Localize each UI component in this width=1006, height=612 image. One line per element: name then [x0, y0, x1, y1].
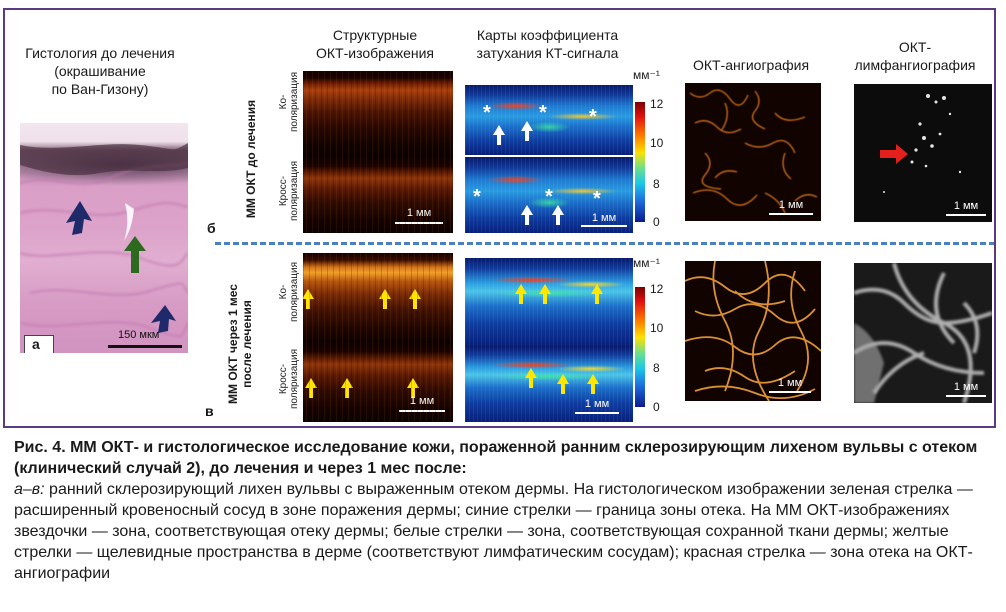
sublabel-co-before: Ко- поляризация	[278, 71, 300, 133]
white-arrows	[521, 205, 564, 225]
sublabel-co-after: Ко- поляризация	[278, 261, 300, 323]
caption-title: Рис. 4. ММ ОКТ- и гистологическое исслед…	[14, 439, 978, 477]
asterisk: *	[473, 186, 481, 208]
header-angiography: ОКТ-ангиография	[692, 57, 810, 73]
green-arrow	[124, 236, 146, 273]
colorbar-tick: 8	[653, 177, 660, 191]
angio-vessels	[685, 261, 821, 401]
angio-vessels	[689, 89, 818, 214]
oct-lymphography-after: 1 мм	[854, 263, 992, 403]
header-structural: Структурные ОКТ-изображения	[315, 27, 434, 61]
asterisk: *	[589, 106, 597, 128]
yellow-arrows	[303, 289, 421, 309]
caption-text: ранний склерозирующий лихен вульвы с выр…	[14, 481, 973, 582]
caption-lead: а–в:	[14, 481, 45, 498]
figure-panel: Гистология до лечения (окрашивание по Ва…	[3, 8, 996, 428]
colorbar-tick: 12	[650, 282, 664, 296]
oct-structural-before-cross: 1 мм	[303, 157, 453, 233]
oct-structural-after-cross: 1 мм	[303, 342, 453, 422]
asterisk: *	[545, 186, 553, 208]
red-arrow	[880, 144, 908, 164]
scale-bar	[395, 222, 443, 224]
scale-text: 1 мм	[953, 200, 979, 212]
asterisk: *	[539, 102, 547, 124]
sublabel-cross-after: Кросс- поляризация	[278, 348, 300, 410]
panel-letter-b: б	[207, 220, 216, 236]
histology-image: а 150 мкм	[20, 123, 188, 353]
colorbar-before	[635, 102, 645, 222]
oct-structural-before-co	[303, 71, 453, 157]
lympho-signal	[880, 94, 974, 206]
blue-arrow	[151, 305, 176, 333]
scale-bar	[946, 214, 986, 216]
scale-text: 1 мм	[409, 395, 435, 407]
figure-caption: Рис. 4. ММ ОКТ- и гистологическое исслед…	[14, 437, 994, 584]
panel-letter-c: в	[205, 403, 214, 419]
scale-bar	[946, 395, 986, 397]
colorbar-tick: 12	[650, 97, 664, 111]
asterisk: *	[483, 102, 491, 124]
yellow-arrows	[525, 368, 599, 394]
histology-title: Гистология до лечения (окрашивание по Ва…	[25, 45, 175, 97]
colorbar-tick: 10	[650, 136, 664, 150]
attenuation-map-after-cross: 1 мм	[465, 346, 633, 422]
scale-text: 1 мм	[591, 212, 617, 224]
histology-arrows	[66, 201, 176, 333]
oct-lymphography-before: 1 мм	[854, 84, 992, 222]
header-lymphography: ОКТ- лимфангиография	[854, 39, 976, 73]
panel-letter-a-box	[24, 335, 54, 353]
scale-bar	[769, 213, 813, 215]
blue-arrow	[66, 201, 92, 235]
scale-bar	[581, 225, 627, 227]
row-label-after: ММ ОКТ через 1 мес после лечения	[226, 284, 254, 404]
scale-text: 1 мм	[953, 381, 979, 393]
scale-bar	[399, 410, 445, 412]
colorbar-tick: 10	[650, 321, 664, 335]
attenuation-map-before-cross: * * * 1 мм	[465, 157, 633, 233]
lympho-signal	[854, 263, 992, 403]
header-attenuation: Карты коэффициента затухания КТ-сигнала	[476, 27, 619, 61]
histology-scale-text: 150 мкм	[118, 329, 160, 341]
sublabel-cross-before: Кросс- поляризация	[278, 160, 300, 222]
row-separator	[215, 242, 994, 245]
colorbar-unit-before: мм⁻¹	[633, 68, 660, 82]
colorbar-tick: 0	[653, 400, 660, 414]
colorbar-unit-after: мм⁻¹	[633, 256, 660, 270]
oct-structural-after-co	[303, 253, 453, 342]
scale-bar	[575, 412, 619, 414]
row-label-before: ММ ОКТ до лечения	[244, 99, 258, 219]
histology-texture	[20, 143, 188, 338]
white-arrows	[493, 121, 533, 145]
scale-text: 1 мм	[584, 398, 610, 410]
attenuation-map-after-co	[465, 258, 633, 346]
panel-letter-a: а	[32, 336, 40, 352]
colorbar-tick: 8	[653, 361, 660, 375]
oct-angiography-before: 1 мм	[685, 83, 821, 221]
yellow-arrows	[515, 284, 603, 304]
oct-angiography-after: 1 мм	[685, 261, 821, 401]
scale-bar	[769, 391, 811, 393]
scale-text: 1 мм	[778, 199, 804, 211]
colorbar-after	[635, 287, 645, 407]
yellow-arrows	[305, 378, 419, 398]
attenuation-map-before-co: * * *	[465, 85, 633, 155]
scale-text: 1 мм	[406, 207, 432, 219]
caption-body: а–в: ранний склерозирующий лихен вульвы …	[14, 479, 994, 584]
colorbar-tick: 0	[653, 215, 660, 229]
histology-scale-bar	[108, 345, 182, 348]
scale-text: 1 мм	[777, 377, 803, 389]
asterisk: *	[593, 188, 601, 210]
